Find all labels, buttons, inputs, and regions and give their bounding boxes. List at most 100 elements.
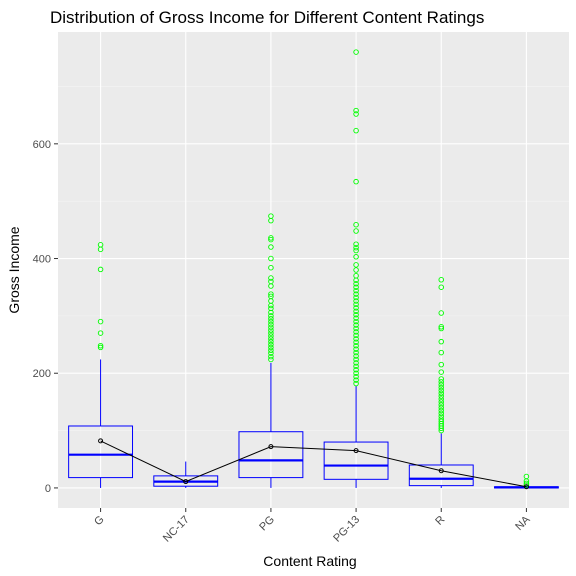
outlier-point	[353, 339, 359, 346]
outlier-point	[268, 327, 274, 333]
outlier-point	[353, 228, 359, 234]
x-tick-label: PG-13	[331, 514, 362, 545]
outlier-point	[268, 324, 274, 331]
outlier-point	[353, 178, 359, 185]
x-tick-label: NC-17	[161, 514, 192, 545]
outlier-point	[353, 346, 359, 352]
outlier-point	[523, 478, 530, 484]
outlier-point	[268, 235, 274, 241]
outlier-point	[97, 246, 104, 253]
outlier-point	[268, 338, 274, 345]
outlier-point	[353, 342, 359, 349]
outlier-point	[268, 244, 274, 250]
outlier-point	[353, 301, 359, 308]
mean-point	[438, 468, 444, 474]
box-layer	[68, 359, 559, 489]
outlier-point	[268, 236, 274, 243]
outlier-point	[438, 413, 445, 419]
outlier-point	[438, 390, 445, 397]
outlier-point	[97, 330, 104, 336]
outlier-point	[268, 350, 274, 356]
outlier-point	[268, 309, 274, 316]
outlier-point	[438, 404, 445, 411]
outlier-point	[523, 480, 530, 487]
chart-title: Distribution of Gross Income for Differe…	[50, 8, 484, 27]
outlier-point	[353, 284, 359, 290]
y-tick-label: 0	[45, 483, 51, 495]
outlier-point	[97, 344, 104, 351]
outlier-point	[438, 387, 445, 394]
outlier-point	[353, 241, 359, 247]
outlier-layer	[97, 49, 530, 488]
outlier-point	[353, 267, 359, 273]
box-r	[408, 464, 474, 487]
outlier-point	[268, 275, 274, 281]
outlier-point	[97, 318, 104, 325]
outlier-point	[353, 377, 359, 383]
outlier-point	[268, 291, 274, 297]
outlier-point	[268, 302, 274, 309]
box-pg-13	[323, 441, 389, 480]
plot-panel	[58, 32, 569, 508]
outlier-point	[268, 347, 274, 354]
mean-point	[523, 484, 529, 490]
outlier-point	[438, 369, 445, 375]
outlier-point	[353, 127, 359, 134]
mean-point	[268, 444, 274, 450]
outlier-point	[353, 111, 359, 117]
outlier-point	[353, 353, 359, 359]
outlier-point	[97, 266, 104, 273]
y-tick-label: 200	[33, 368, 51, 380]
outlier-point	[438, 284, 445, 290]
outlier-point	[438, 379, 445, 385]
outlier-point	[353, 311, 359, 318]
outlier-point	[268, 217, 274, 224]
x-tick-label: R	[433, 514, 447, 528]
outlier-point	[353, 367, 359, 373]
outlier-point	[353, 298, 359, 304]
outlier-point	[438, 349, 445, 356]
outlier-point	[353, 291, 359, 297]
outlier-point	[268, 283, 274, 289]
outlier-point	[353, 254, 359, 260]
outlier-point	[353, 322, 359, 328]
outlier-point	[438, 361, 445, 368]
outlier-point	[353, 49, 359, 55]
outlier-point	[438, 381, 445, 388]
outlier-point	[268, 353, 274, 360]
outlier-point	[438, 310, 445, 316]
outlier-point	[353, 318, 359, 325]
x-tick-label: PG	[257, 514, 277, 534]
outlier-point	[353, 380, 359, 387]
y-tick-label: 400	[33, 254, 51, 266]
y-tick-label: 600	[33, 139, 51, 151]
outlier-point	[268, 333, 274, 339]
outlier-point	[438, 338, 445, 345]
outlier-point	[353, 356, 359, 363]
outlier-point	[353, 247, 359, 254]
outlier-point	[353, 277, 359, 284]
outlier-point	[97, 342, 104, 349]
outlier-point	[438, 410, 445, 417]
outlier-point	[438, 393, 445, 399]
outlier-point	[353, 107, 359, 114]
outlier-point	[353, 370, 359, 376]
outlier-point	[353, 262, 359, 268]
outlier-point	[353, 294, 359, 301]
x-axis-title: Content Rating	[263, 553, 356, 569]
outlier-point	[353, 325, 359, 332]
outlier-point	[268, 330, 274, 336]
outlier-point	[353, 281, 359, 287]
outlier-point	[353, 332, 359, 339]
outlier-point	[268, 356, 274, 363]
outlier-point	[438, 402, 445, 408]
outlier-point	[268, 313, 274, 319]
outlier-point	[438, 324, 445, 330]
outlier-point	[438, 396, 445, 402]
outlier-point	[353, 329, 359, 335]
y-axis-title: Gross Income	[6, 226, 22, 313]
outlier-point	[353, 360, 359, 366]
outlier-point	[268, 315, 274, 322]
